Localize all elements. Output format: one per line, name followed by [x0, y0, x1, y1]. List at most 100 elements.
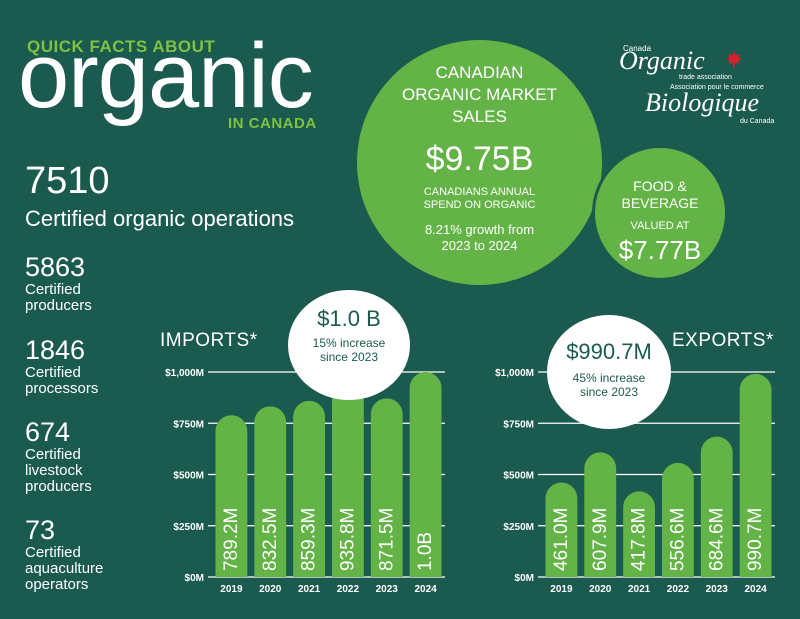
food-value: $7.77B: [618, 235, 702, 265]
exports-bar: [661, 462, 694, 577]
stat-label-line: producers: [25, 297, 92, 314]
imports-ytick-label: $500M: [173, 471, 204, 482]
exports-bar: [584, 452, 617, 577]
imports-xtick-label: 2019: [220, 584, 243, 595]
imports-data-label: 935.8M: [337, 508, 358, 571]
imports-callout-text: 15% increase since 2023: [288, 336, 410, 364]
imports-bar: [215, 415, 248, 577]
stat-main-label: Certified organic operations: [25, 206, 295, 231]
stat-processors-label: Certified processors: [25, 365, 135, 397]
stat-label-line: Certified: [25, 364, 81, 381]
stat-aquaculture-label: Certified aquaculture operators: [25, 545, 135, 593]
market-title-line: ORGANIC MARKET: [402, 85, 557, 104]
imports-data-label: 1.0B: [415, 532, 436, 571]
imports-chart-title: IMPORTS*: [160, 330, 258, 351]
market-growth-line: 2023 to 2024: [441, 238, 518, 253]
imports-bar: [409, 372, 442, 577]
market-value: $9.75B: [425, 140, 534, 178]
imports-ytick-label: $0M: [185, 573, 204, 584]
market-desc-line: CANADIANS ANNUAL: [423, 186, 536, 198]
market-growth-line: 8.21% growth from: [424, 222, 535, 237]
exports-xtick-label: 2024: [744, 584, 767, 595]
exports-data-label: 461.0M: [551, 508, 572, 571]
stat-livestock-value: 674: [25, 417, 71, 447]
imports-xtick-label: 2020: [259, 584, 282, 595]
logo-small-top: Canada: [623, 44, 652, 53]
exports-data-label: 607.9M: [590, 508, 611, 571]
exports-bar: [700, 436, 733, 577]
stat-label-line: Certified: [25, 281, 81, 298]
exports-data-label: 417.8M: [629, 508, 650, 571]
stat-label-line: processors: [25, 380, 99, 397]
stat-label-line: aquaculture: [25, 560, 104, 577]
exports-ytick-label: $250M: [503, 522, 534, 533]
callout-line: 15% increase: [312, 336, 386, 350]
exports-xtick-label: 2022: [667, 584, 690, 595]
imports-callout-value: $1.0 B: [317, 306, 381, 331]
exports-xtick-label: 2023: [706, 584, 729, 595]
imports-data-label: 859.3M: [299, 508, 320, 571]
imports-ytick-label: $1,000M: [165, 368, 204, 379]
exports-data-label: 556.6M: [667, 508, 688, 571]
exports-xtick-label: 2019: [550, 584, 573, 595]
callout-line: since 2023: [579, 385, 639, 399]
exports-ytick-label: $0M: [515, 573, 534, 584]
stat-aquaculture-value: 73: [25, 515, 56, 545]
exports-xtick-label: 2020: [589, 584, 612, 595]
stat-main-value: 7510: [25, 160, 110, 202]
exports-ytick-label: $500M: [503, 471, 534, 482]
food-beverage-circle: FOOD & BEVERAGE VALUED AT $7.77B: [592, 145, 728, 281]
exports-data-label: 684.6M: [706, 508, 727, 571]
stat-producers-label: Certified producers: [25, 282, 135, 314]
exports-bar: [623, 491, 656, 577]
imports-ytick-label: $750M: [173, 419, 204, 430]
market-sales-circle: CANADIAN ORGANIC MARKET SALES $9.75B CAN…: [357, 40, 602, 285]
exports-xtick-label: 2021: [628, 584, 651, 595]
callout-line: since 2023: [319, 350, 379, 364]
market-title: CANADIAN ORGANIC MARKET SALES: [357, 62, 602, 128]
market-title-line: SALES: [452, 107, 507, 126]
market-desc: CANADIANS ANNUAL SPEND ON ORGANIC: [357, 186, 602, 212]
stat-label-line: producers: [25, 478, 92, 495]
imports-bar: [331, 385, 364, 577]
header-subtitle: IN CANADA: [228, 115, 317, 132]
imports-chart: $0M $250M $500M $750M $1,000M 789.2M 2019 832.5…: [165, 368, 445, 595]
market-growth: 8.21% growth from 2023 to 2024: [357, 222, 602, 254]
imports-xtick-label: 2024: [414, 584, 437, 595]
callout-line: 45% increase: [572, 371, 646, 385]
logo-small-bottom: du Canada: [740, 118, 775, 125]
logo-word2: Biologique: [645, 88, 760, 117]
exports-callout-value: $990.7M: [566, 339, 652, 364]
exports-chart-title: EXPORTS*: [672, 330, 774, 351]
exports-bar: [739, 373, 772, 577]
food-title: FOOD & BEVERAGE: [595, 178, 725, 212]
exports-ytick-label: $1,000M: [495, 368, 534, 379]
market-desc-line: SPEND ON ORGANIC: [423, 199, 536, 211]
stat-label-line: livestock: [25, 462, 83, 479]
logo-small-mid1: trade association: [679, 74, 732, 81]
exports-bar: [545, 482, 578, 577]
imports-ytick-label: $250M: [173, 522, 204, 533]
stat-producers-value: 5863: [25, 252, 86, 282]
exports-ytick-label: $750M: [503, 419, 534, 430]
logo-word1: Organic: [619, 46, 705, 75]
stat-label-line: Certified: [25, 544, 81, 561]
stat-processors-value: 1846: [25, 335, 86, 365]
exports-callout-text: 45% increase since 2023: [547, 371, 671, 399]
food-title-line: BEVERAGE: [621, 195, 699, 211]
stat-label-line: Certified: [25, 446, 81, 463]
market-title-line: CANADIAN: [435, 63, 524, 82]
imports-xtick-label: 2023: [376, 584, 399, 595]
imports-callout: $1.0 B 15% increase since 2023: [288, 290, 410, 400]
food-title-line: FOOD &: [633, 178, 687, 194]
imports-data-label: 871.5M: [376, 508, 397, 571]
stat-label-line: operators: [25, 576, 89, 593]
exports-callout: $990.7M 45% increase since 2023: [547, 315, 671, 429]
imports-xtick-label: 2022: [337, 584, 360, 595]
imports-data-label: 789.2M: [221, 508, 242, 571]
header-kicker: QUICK FACTS ABOUT: [27, 37, 216, 56]
imports-xtick-label: 2021: [298, 584, 321, 595]
logo-small-mid2: Association pour le commerce: [670, 84, 764, 91]
imports-bar: [254, 406, 287, 577]
header-title: organic: [18, 25, 314, 127]
